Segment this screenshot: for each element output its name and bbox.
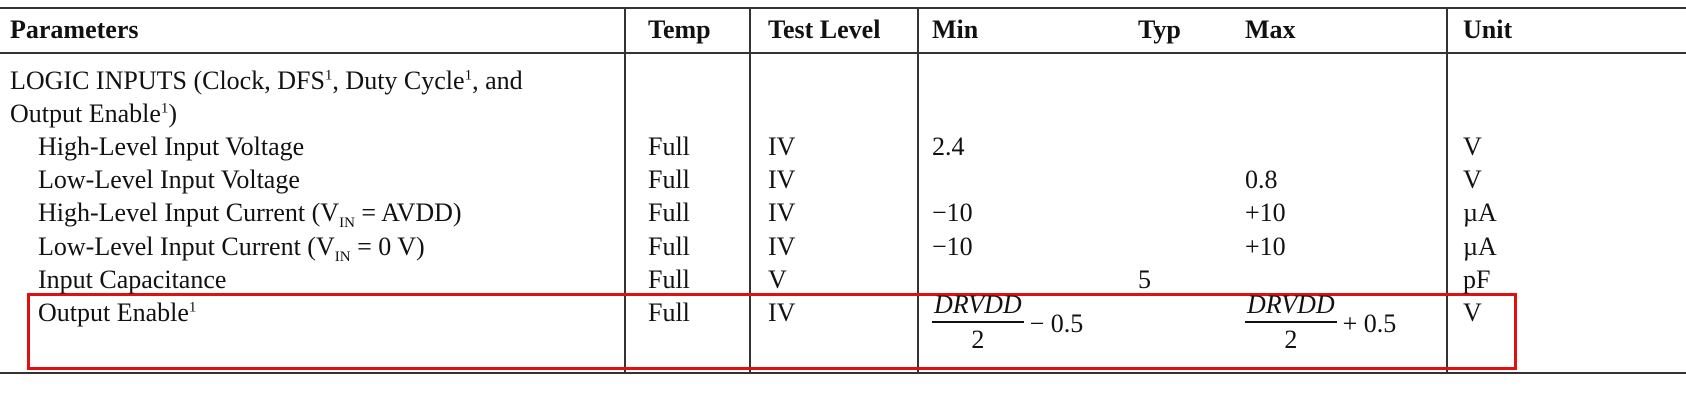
cell-max: DRVDD 2 + 0.5 [1245,288,1396,357]
superscript: 1 [160,100,169,117]
cell-test-level: IV [768,132,796,161]
cell-temp: Full [648,231,690,261]
cell-unit: V [1463,298,1482,327]
parameter: High-Level Input Voltage [38,130,304,163]
cell-test-level: IV [768,198,796,228]
fraction: DRVDD 2 + 0.5 [1245,289,1396,357]
header-cell: Typ [1138,15,1181,44]
cell-temp: Full [648,165,690,195]
text: , Duty Cycle [332,66,465,95]
cell-min: −10 [932,198,973,228]
header-cell: Parameters [10,15,139,44]
rule [0,372,1686,374]
parameter: Low-Level Input Voltage [38,163,300,196]
header-cell: Min [932,15,979,44]
section-title: LOGIC INPUTS (Clock, DFS1, Duty Cycle1, … [10,64,523,130]
highlight-box [27,293,1517,370]
header-cell: Test Level [768,15,881,44]
cell-temp: Full [648,264,690,294]
cell-test-level: V [768,264,787,294]
numerator: DRVDD [1245,289,1337,323]
cell-test-level: IV [768,231,796,261]
column-rule [917,8,919,374]
cell-temp: Full [648,198,690,228]
numerator: DRVDD [932,289,1024,323]
cell-unit: V [1463,132,1482,161]
denominator: 2 [971,325,985,354]
suffix: − 0.5 [1029,308,1084,338]
column-rule [749,8,751,374]
rule [0,7,1686,9]
parameter: Output Enable1 [38,296,196,329]
cell-temp: Full [648,298,690,327]
text: , and [472,66,523,95]
fraction-body: DRVDD 2 [932,289,1024,357]
cell-unit: µA [1463,231,1497,261]
subscript: IN [339,215,355,232]
cell-max: 0.8 [1245,165,1278,195]
text: Low-Level Input Voltage [38,165,300,195]
cell-min: −10 [932,231,973,261]
cell-max: +10 [1245,198,1286,228]
cell-unit: V [1463,165,1482,195]
column-rule [1446,8,1448,374]
header-cell: Temp [648,15,711,44]
cell-temp: Full [648,132,690,161]
text: Low-Level Input Current (V [38,231,335,261]
cell-min: 2.4 [932,132,965,161]
header-cell: Unit [1463,15,1513,44]
parameter: High-Level Input Current (VIN = AVDD) [38,196,462,232]
fraction: DRVDD 2− 0.5 [932,289,1083,357]
denominator: 2 [1284,325,1298,354]
suffix: + 0.5 [1342,308,1397,338]
parameter: Input Capacitance [38,263,226,296]
text: Output Enable [38,298,189,327]
fraction-body: DRVDD 2 [1245,289,1337,357]
column-rule [624,8,626,374]
rule [0,52,1686,54]
text: High-Level Input Current (V [38,198,340,228]
cell-min: DRVDD 2− 0.5 [932,288,1083,357]
superscript: 1 [324,67,333,84]
text: High-Level Input Voltage [38,132,305,161]
text: Input Capacitance [38,264,227,294]
text: LOGIC INPUTS (Clock, DFS [10,66,325,95]
text: ) [168,99,178,128]
text: = AVDD) [354,198,462,228]
cell-typ: 5 [1138,264,1151,294]
cell-max: +10 [1245,231,1286,261]
text: Output Enable [10,99,161,128]
cell-test-level: IV [768,298,796,327]
subscript: IN [334,248,351,265]
superscript: 1 [188,299,197,316]
superscript: 1 [464,67,473,84]
text: = 0 V) [350,231,425,261]
cell-test-level: IV [768,165,796,195]
parameter: Low-Level Input Current (VIN = 0 V) [38,230,425,265]
cell-unit: pF [1463,264,1491,294]
cell-unit: µA [1463,198,1497,228]
header-cell: Max [1245,15,1296,44]
